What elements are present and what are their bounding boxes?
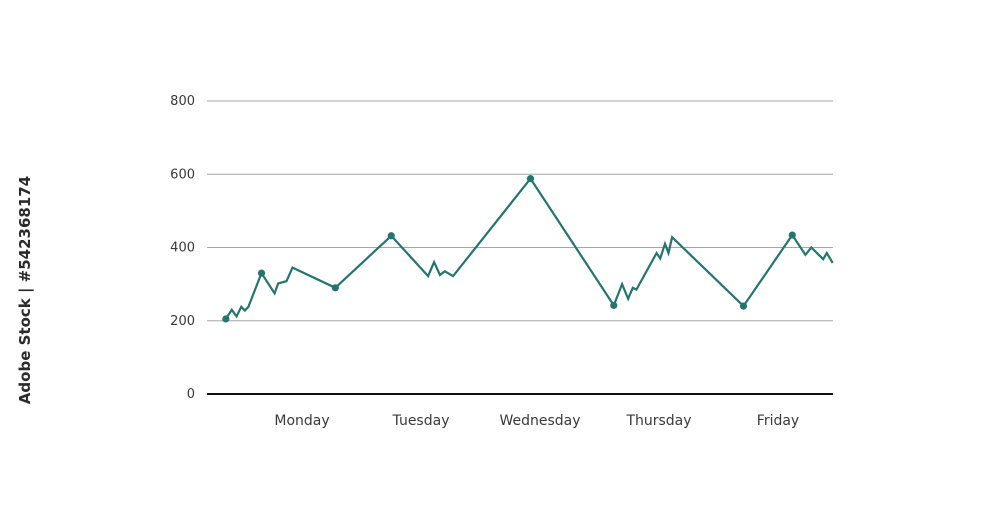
y-tick-label: 800 — [170, 94, 195, 109]
data-point-marker — [257, 269, 266, 277]
data-point-marker — [331, 284, 339, 292]
y-tick-label: 200 — [170, 314, 195, 329]
y-axis-ticks: 0 200 400 600 800 — [170, 94, 195, 402]
x-tick-label: Tuesday — [392, 413, 450, 429]
data-point-marker — [788, 231, 796, 239]
x-tick-label: Wednesday — [499, 413, 580, 429]
y-tick-label: 0 — [187, 387, 195, 402]
series-line — [224, 176, 834, 320]
x-tick-label: Thursday — [625, 413, 691, 429]
data-point-marker — [526, 175, 535, 183]
y-tick-label: 600 — [170, 167, 195, 182]
data-point-marker — [387, 232, 395, 240]
y-tick-label: 400 — [170, 241, 195, 256]
data-point-marker — [610, 301, 618, 309]
series-layer — [222, 175, 834, 323]
x-tick-label: Friday — [757, 413, 799, 429]
x-axis-ticks: Monday Tuesday Wednesday Thursday Friday — [274, 413, 799, 429]
x-tick-label: Monday — [274, 413, 329, 429]
gridlines — [207, 100, 833, 322]
data-point-marker — [739, 302, 748, 310]
data-point-marker — [222, 315, 230, 323]
